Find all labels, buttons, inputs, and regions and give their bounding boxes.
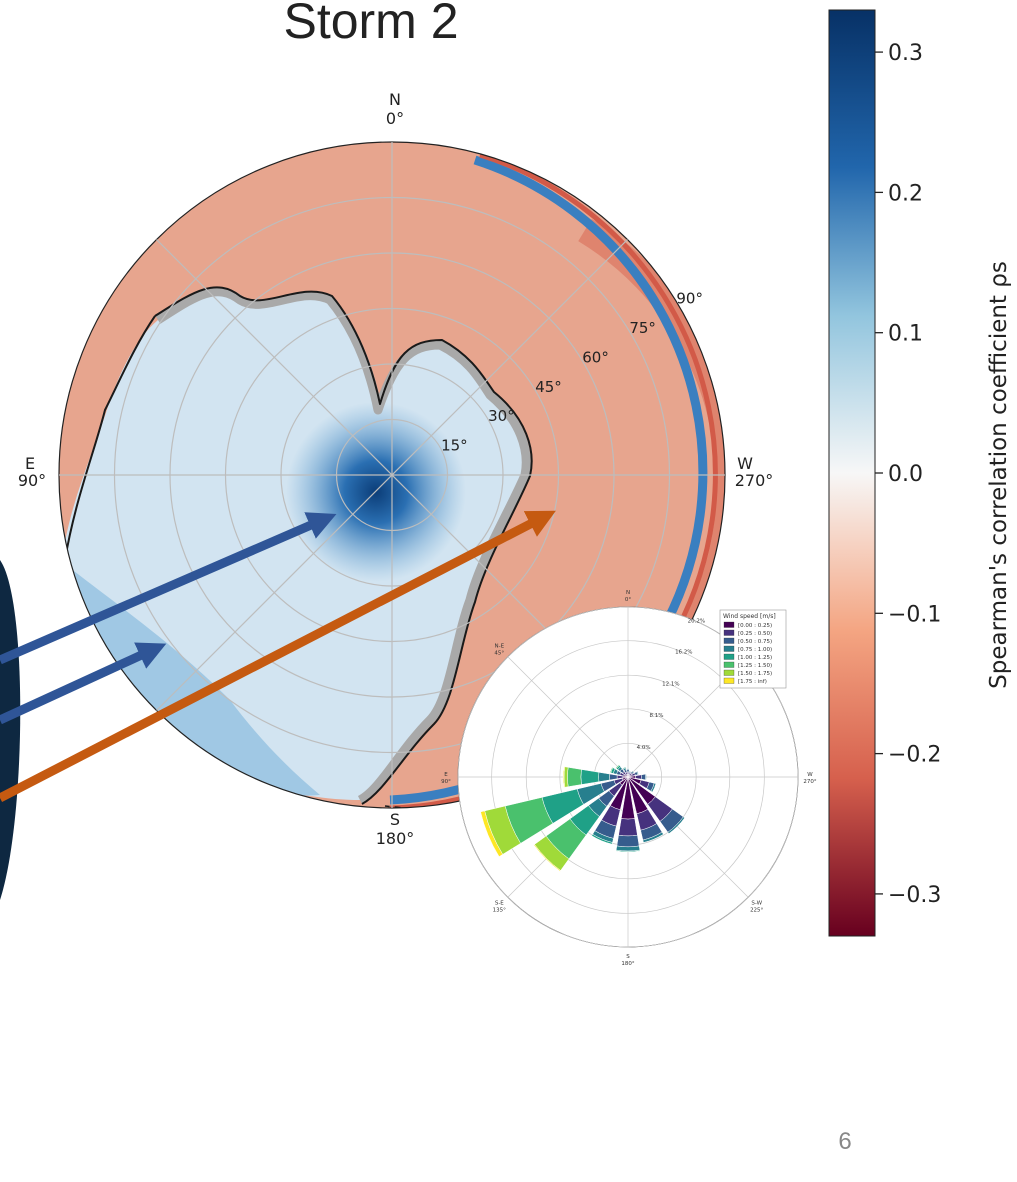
ring-label: 90°	[676, 290, 703, 308]
rose-dir-label: N-E	[495, 643, 505, 649]
colorbar-tick-label: −0.2	[888, 743, 941, 768]
legend-title: Wind speed [m/s]	[723, 613, 776, 620]
legend-label: [0.25 : 0.50)	[738, 631, 772, 637]
ring-label: 45°	[535, 378, 562, 396]
rose-tick-label: 20.2%	[688, 618, 705, 624]
colorbar-tick-label: 0.2	[888, 181, 923, 206]
rose-bar-segment	[609, 774, 617, 780]
legend-label: [0.50 : 0.75)	[738, 639, 772, 645]
rose-dir-deg: 90°	[441, 779, 451, 785]
colorbar-tick-label: −0.3	[888, 883, 941, 908]
dir-label-s: S	[390, 810, 400, 829]
ring-label: 30°	[488, 407, 515, 425]
slide-title: Storm 2	[283, 0, 458, 49]
colorbar-tick-label: −0.1	[888, 602, 941, 627]
ring-label: 75°	[629, 319, 656, 337]
legend-label: [1.75 : inf)	[738, 679, 767, 685]
page-number: 6	[838, 1128, 851, 1155]
legend-label: [0.75 : 1.00)	[738, 647, 772, 653]
rose-bar-segment	[616, 846, 640, 851]
rose-bar-segment	[619, 819, 638, 836]
rose-tick-label: 4.0%	[637, 745, 651, 751]
colorbar-label: Spearman's correlation coefficient ρs	[986, 261, 1012, 689]
legend-swatch	[724, 638, 734, 644]
legend-swatch	[724, 654, 734, 660]
dir-deg-e: 90°	[18, 471, 46, 490]
rose-tick-label: 16.2%	[675, 650, 692, 656]
legend-swatch	[724, 670, 734, 676]
rose-dir-deg: 180°	[621, 961, 634, 967]
colorbar: 0.3 0.2 0.1 0.0 −0.1 −0.2 −0.3 Spearman's corr…	[829, 10, 1012, 936]
legend-label: [0.00 : 0.25)	[738, 623, 772, 629]
rose-bar-segment	[641, 774, 645, 780]
center-blue-core	[286, 402, 466, 582]
rose-dir-deg: 0°	[625, 597, 631, 603]
rose-dir-label: N	[626, 590, 630, 596]
rose-dir-deg: 45°	[494, 650, 504, 656]
legend-label: [1.00 : 1.25)	[738, 655, 772, 661]
colorbar-gradient	[829, 10, 875, 936]
rose-dir-deg: 225°	[750, 908, 763, 914]
rose-tick-label: 12.1%	[662, 682, 679, 688]
rose-dir-label: S-W	[751, 901, 762, 907]
rose-dir-label: S-E	[495, 901, 504, 907]
rose-dir-label: E	[444, 772, 448, 778]
ring-label: 15°	[441, 437, 468, 455]
rose-bar-segment	[635, 775, 641, 779]
wind-rose-legend: Wind speed [m/s] [0.00 : 0.25) [0.25 : 0.…	[720, 610, 786, 688]
wind-rose: 4.0% 8.1% 12.1% 16.2% 20.2% N0° N-E45° E90° S-E…	[441, 590, 817, 967]
rose-bar-segment	[581, 769, 599, 784]
rose-bar-segment	[645, 774, 646, 780]
rose-bar-segment	[627, 769, 629, 772]
dir-label-n: N	[389, 90, 401, 109]
legend-label: [1.50 : 1.75)	[738, 671, 772, 677]
dir-deg-n: 0°	[386, 109, 404, 128]
rose-bar-segment	[599, 772, 610, 781]
dir-deg-s: 180°	[376, 829, 415, 848]
legend-swatch	[724, 678, 734, 684]
legend-swatch	[724, 630, 734, 636]
rose-dir-label: W	[807, 772, 813, 778]
rose-dir-deg: 270°	[803, 779, 816, 785]
legend-label: [1.25 : 1.50)	[738, 663, 772, 669]
colorbar-tick-label: 0.3	[888, 41, 923, 66]
legend-swatch	[724, 646, 734, 652]
colorbar-ticks: 0.3 0.2 0.1 0.0 −0.1 −0.2 −0.3	[875, 41, 941, 908]
ring-label: 60°	[582, 348, 609, 366]
colorbar-tick-label: 0.0	[888, 462, 923, 487]
rose-dir-label: S	[626, 954, 630, 960]
left-dark-panel	[0, 560, 20, 900]
rose-bar-segment	[627, 769, 630, 770]
legend-swatch	[724, 662, 734, 668]
dir-deg-w: 270°	[735, 471, 774, 490]
rose-bar-segment	[617, 835, 639, 847]
legend-swatch	[724, 622, 734, 628]
rose-bar-segment	[567, 767, 581, 786]
arrow-blue-to-lower-left	[0, 652, 148, 720]
rose-dir-deg: 135°	[493, 908, 506, 914]
rose-tick-label: 8.1%	[650, 713, 664, 719]
colorbar-tick-label: 0.1	[888, 322, 923, 347]
